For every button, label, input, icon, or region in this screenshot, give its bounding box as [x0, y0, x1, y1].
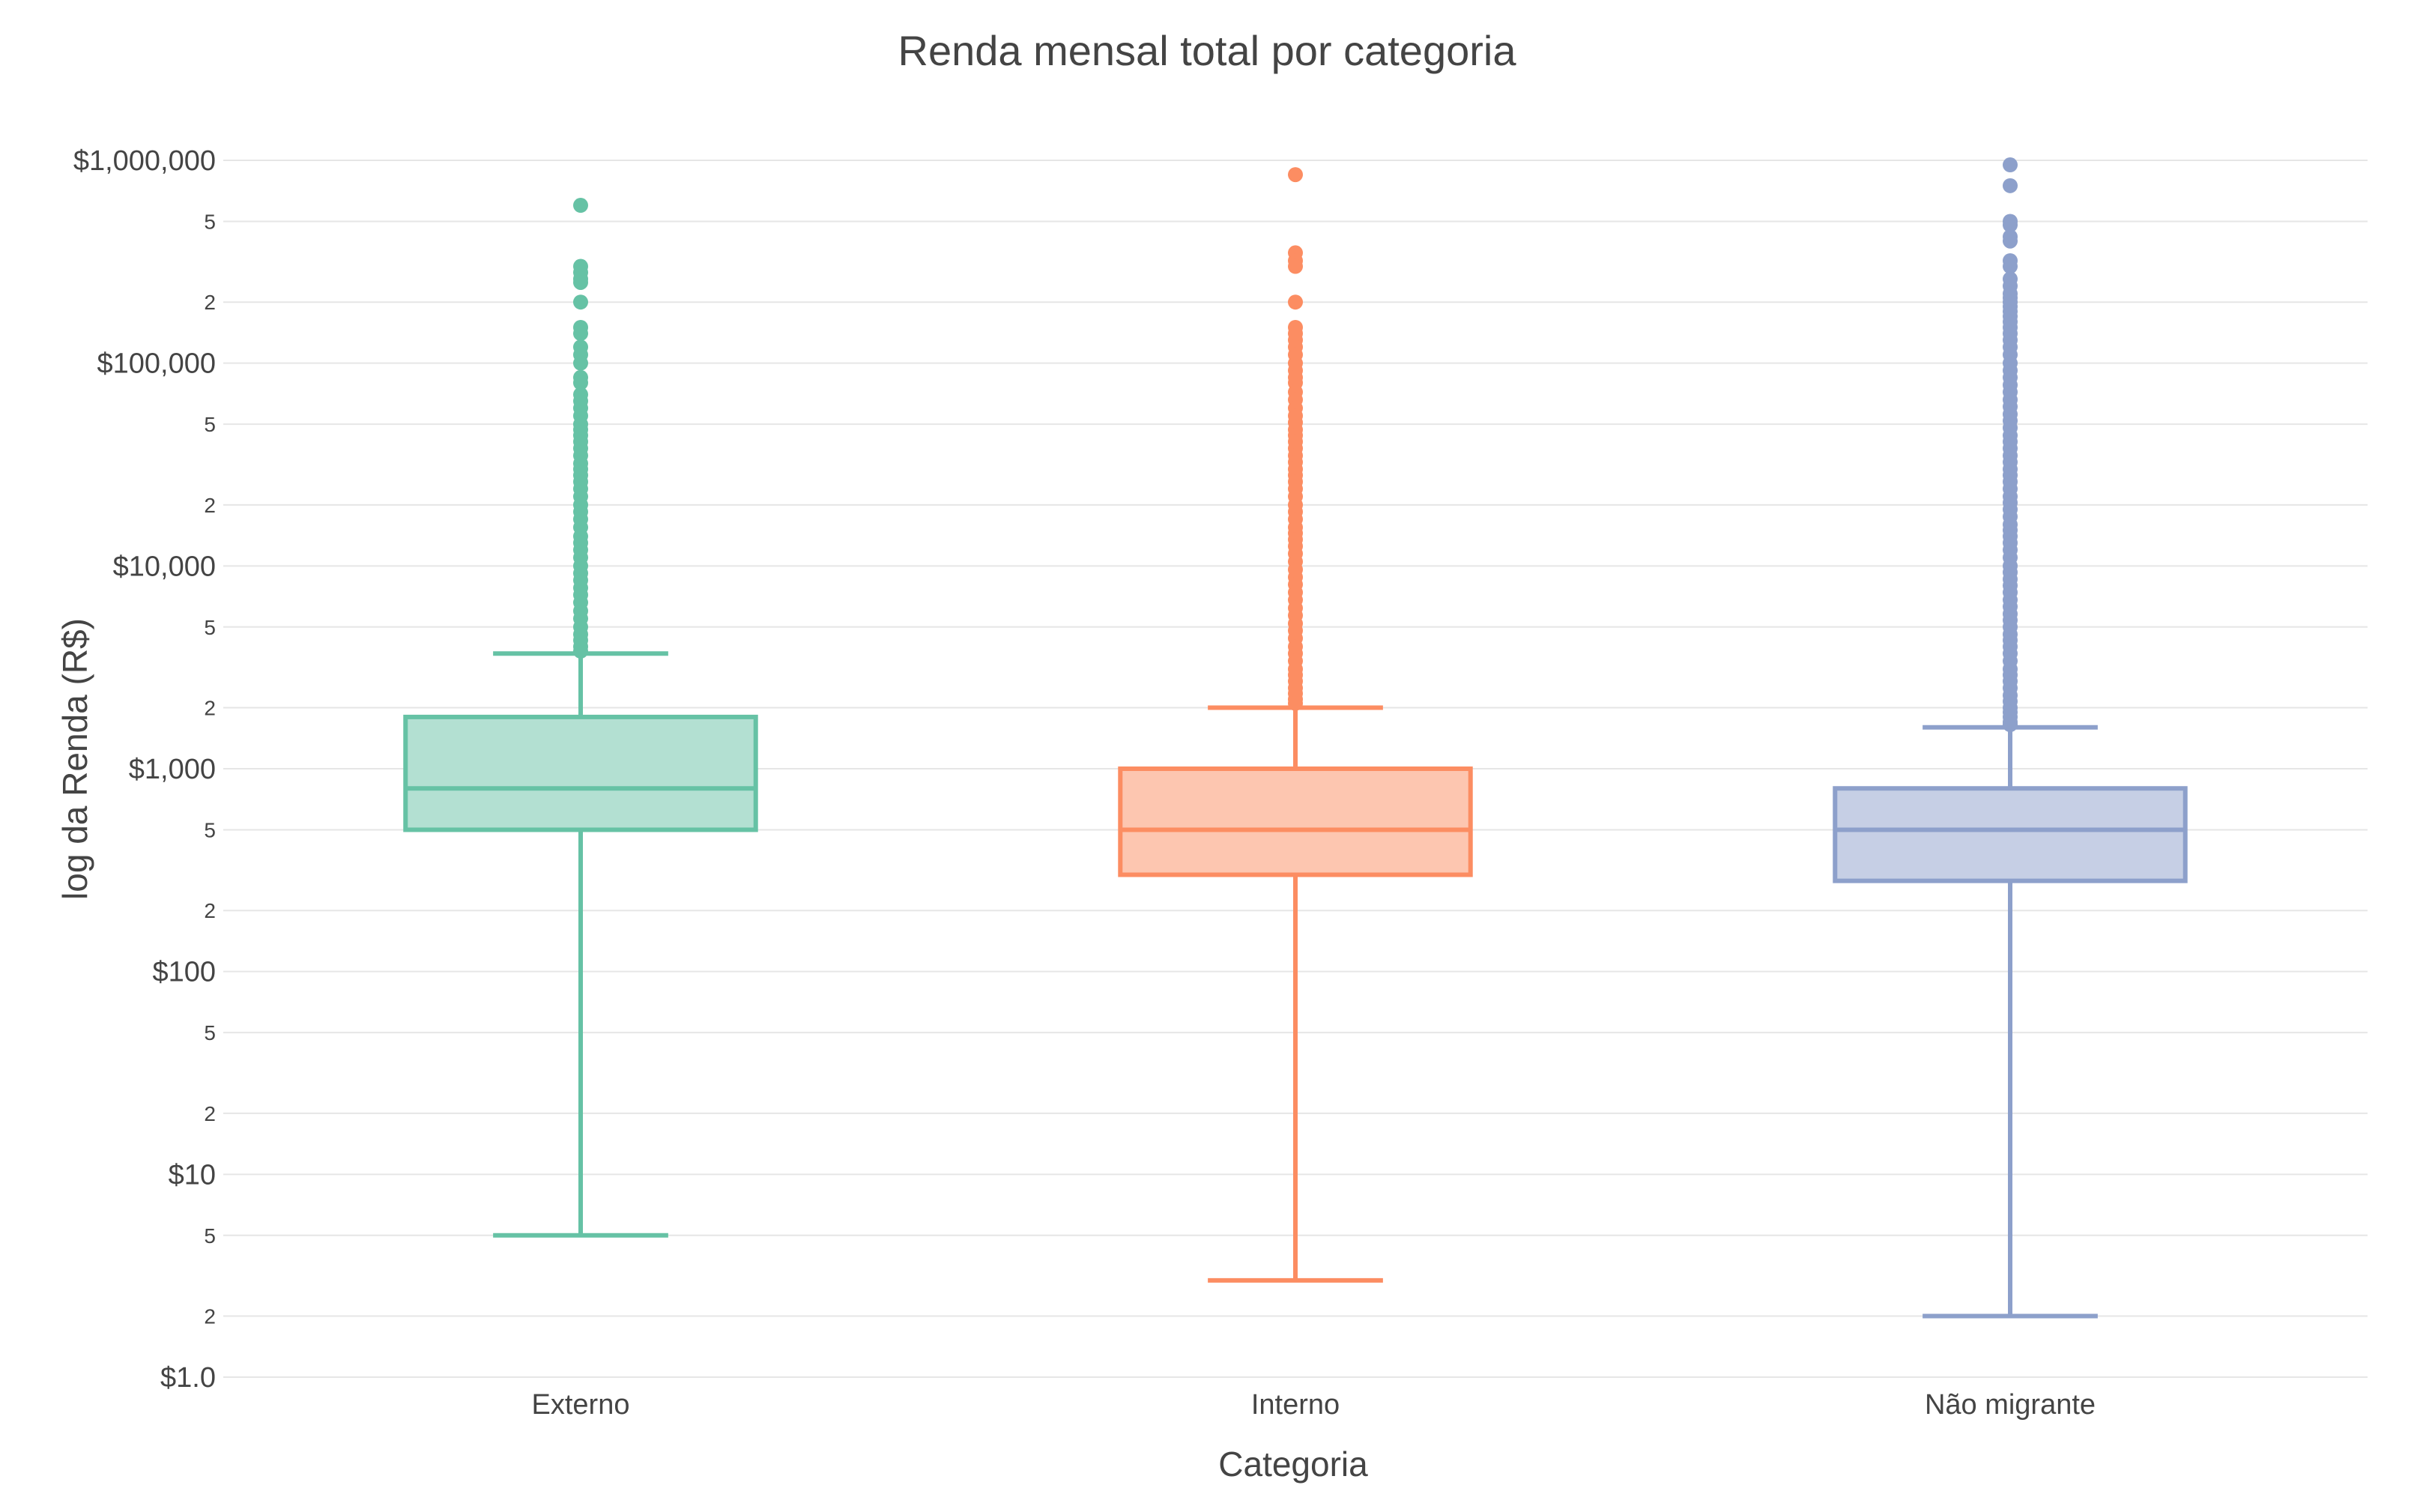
- y-tick-label: $100,000: [97, 348, 217, 380]
- outlier-point: [573, 274, 588, 290]
- outlier-point: [2003, 233, 2018, 249]
- box-n-o-migrante: [1833, 157, 2188, 1319]
- x-tick-labels: Externo Interno Não migrante: [532, 1389, 2096, 1421]
- outlier-point: [573, 294, 588, 310]
- outlier-point: [1288, 258, 1303, 274]
- outlier-point: [1288, 167, 1303, 183]
- y-tick-minor-label: 2: [204, 1102, 216, 1125]
- x-axis-title: Categoria: [1218, 1445, 1368, 1484]
- iqr-box: [1833, 786, 2188, 883]
- iqr-box: [1118, 766, 1473, 877]
- outlier-point: [2003, 157, 2018, 173]
- chart-title: Renda mensal total por categoria: [898, 27, 1517, 74]
- y-tick-label: $100: [152, 957, 216, 988]
- y-tick-minor-label: 5: [204, 616, 216, 639]
- outlier-point: [1288, 294, 1303, 310]
- box-interno: [1118, 167, 1473, 1283]
- x-tick-label: Interno: [1251, 1389, 1340, 1421]
- x-tick-label: Não migrante: [1925, 1389, 2096, 1421]
- y-tick-label: $1.0: [160, 1362, 216, 1394]
- x-tick-label: Externo: [532, 1389, 630, 1421]
- y-tick-minor-label: 2: [204, 494, 216, 517]
- y-tick-minor-label: 2: [204, 1305, 216, 1328]
- outlier-point: [2003, 178, 2018, 193]
- outlier-point: [573, 355, 588, 371]
- outlier-point: [573, 326, 588, 342]
- y-tick-minor-label: 5: [204, 210, 216, 233]
- y-tick-minor-label: 5: [204, 413, 216, 436]
- box-layer: [403, 157, 2188, 1319]
- outlier-point: [2003, 258, 2018, 274]
- y-tick-labels: $1.0 $10 $100 $1,000 $10,000 $100,000 $1,000,0…: [73, 145, 216, 1394]
- y-tick-label: $10,000: [113, 551, 216, 582]
- outlier-point: [1288, 695, 1303, 711]
- outlier-point: [573, 198, 588, 214]
- iqr-box: [403, 714, 758, 832]
- y-tick-minor-label: 2: [204, 697, 216, 720]
- outlier-point: [2003, 217, 2018, 233]
- y-tick-minor-label: 5: [204, 1021, 216, 1044]
- y-tick-minor-label: 5: [204, 818, 216, 841]
- outlier-point: [573, 644, 588, 659]
- y-tick-minor-label: 2: [204, 291, 216, 314]
- y-axis-title: log da Renda (R$): [55, 618, 94, 900]
- y-tick-label: $1,000: [129, 754, 216, 785]
- outlier-point: [2003, 717, 2018, 733]
- y-tick-minor-label: 5: [204, 1224, 216, 1248]
- outlier-point: [573, 375, 588, 390]
- y-tick-label: $1,000,000: [73, 145, 216, 177]
- box-externo: [403, 198, 758, 1238]
- y-tick-label: $10: [169, 1159, 216, 1191]
- y-tick-minor-label: 2: [204, 899, 216, 922]
